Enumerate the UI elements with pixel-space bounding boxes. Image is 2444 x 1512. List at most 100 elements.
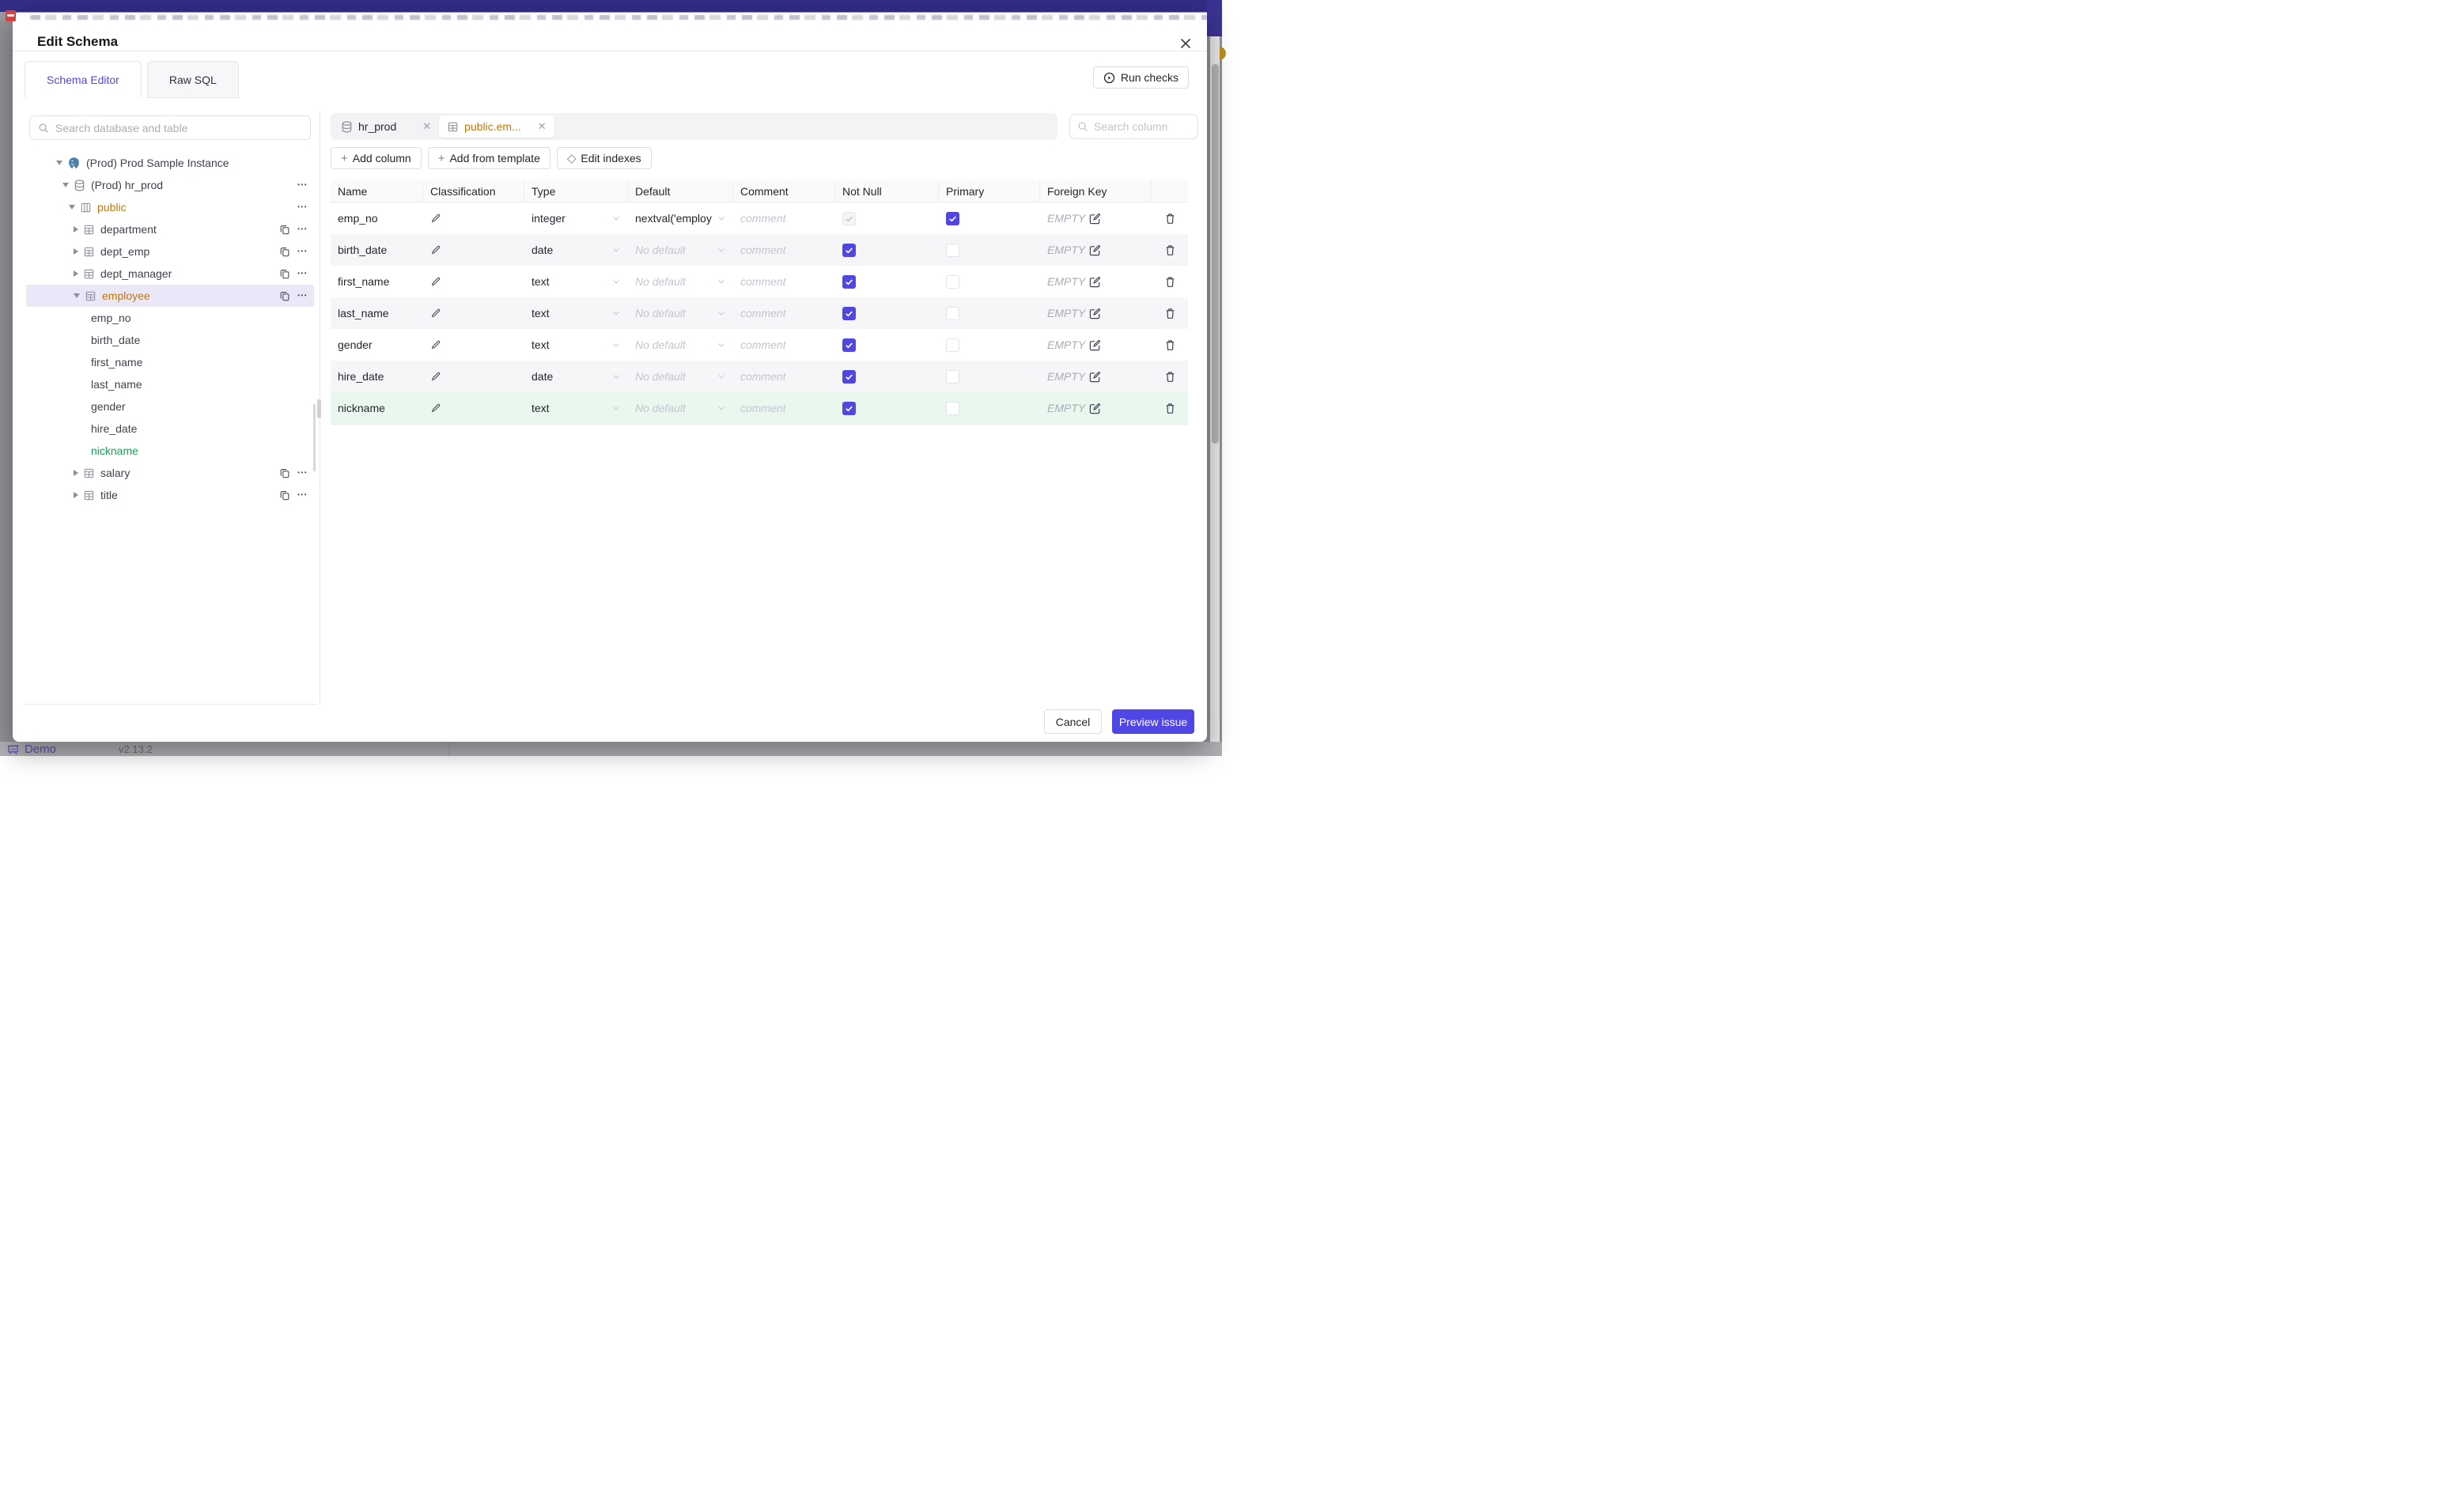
- classification-edit-icon[interactable]: [423, 329, 524, 361]
- type-select[interactable]: text: [524, 329, 628, 361]
- more-actions-icon[interactable]: •••: [297, 248, 308, 255]
- classification-edit-icon[interactable]: [423, 234, 524, 266]
- copy-icon[interactable]: [279, 268, 290, 279]
- edit-foreign-key-icon[interactable]: [1089, 308, 1101, 319]
- comment-field[interactable]: comment: [740, 307, 786, 319]
- column-name-field[interactable]: hire_date: [338, 370, 384, 383]
- scrollbar-thumb[interactable]: [1211, 64, 1219, 444]
- tree-item-salary[interactable]: salary •••: [26, 462, 314, 484]
- tree-item-dept-manager[interactable]: dept_manager •••: [26, 263, 314, 285]
- more-actions-icon[interactable]: •••: [297, 469, 308, 476]
- classification-edit-icon[interactable]: [423, 297, 524, 329]
- default-select[interactable]: nextval('employ: [628, 202, 733, 234]
- default-select[interactable]: No default: [628, 361, 733, 392]
- delete-column-icon[interactable]: [1152, 392, 1188, 424]
- panel-resize-handle[interactable]: [317, 399, 321, 418]
- primary-checkbox[interactable]: [946, 211, 959, 225]
- tree-item-emp-no[interactable]: emp_no: [26, 307, 314, 329]
- column-search-input[interactable]: Search column: [1069, 114, 1198, 139]
- tree-item-public[interactable]: public •••: [26, 196, 314, 218]
- primary-unchecked[interactable]: [946, 306, 959, 320]
- tree-item--prod-prod-sample-instance[interactable]: (Prod) Prod Sample Instance: [26, 152, 314, 174]
- column-name-field[interactable]: gender: [338, 338, 373, 351]
- tab-raw-sql[interactable]: Raw SQL: [146, 61, 239, 98]
- edit-foreign-key-icon[interactable]: [1089, 403, 1101, 414]
- default-select[interactable]: No default: [628, 266, 733, 297]
- more-actions-icon[interactable]: •••: [297, 225, 308, 232]
- tree-item--prod-hr-prod[interactable]: (Prod) hr_prod •••: [26, 174, 314, 196]
- not-null-checkbox[interactable]: [842, 243, 856, 257]
- page-scrollbar[interactable]: [1210, 36, 1220, 742]
- primary-unchecked[interactable]: [946, 274, 959, 289]
- type-select[interactable]: date: [524, 361, 628, 392]
- primary-unchecked[interactable]: [946, 338, 959, 352]
- not-null-checkbox[interactable]: [842, 306, 856, 320]
- more-actions-icon[interactable]: •••: [297, 292, 308, 299]
- type-select[interactable]: date: [524, 234, 628, 266]
- caret-down-icon[interactable]: [62, 183, 69, 187]
- table-tab-public-em-[interactable]: public.em... ✕: [439, 115, 554, 138]
- comment-field[interactable]: comment: [740, 244, 786, 256]
- delete-column-icon[interactable]: [1152, 361, 1188, 392]
- column-name-field[interactable]: emp_no: [338, 212, 378, 225]
- not-null-checkbox[interactable]: [842, 401, 856, 415]
- delete-column-icon[interactable]: [1152, 329, 1188, 361]
- tree-item-nickname[interactable]: nickname: [26, 440, 314, 462]
- delete-column-icon[interactable]: [1152, 234, 1188, 266]
- tree-item-hire-date[interactable]: hire_date: [26, 418, 314, 440]
- caret-right-icon[interactable]: [74, 470, 78, 476]
- more-actions-icon[interactable]: •••: [297, 491, 308, 498]
- tree-scrollbar-thumb[interactable]: [313, 404, 316, 471]
- edit-indexes-button[interactable]: ◇ Edit indexes: [556, 147, 652, 169]
- type-select[interactable]: integer: [524, 202, 628, 234]
- type-select[interactable]: text: [524, 392, 628, 424]
- comment-field[interactable]: comment: [740, 212, 786, 225]
- delete-column-icon[interactable]: [1152, 297, 1188, 329]
- copy-icon[interactable]: [279, 467, 290, 478]
- comment-field[interactable]: comment: [740, 338, 786, 351]
- preview-issue-button[interactable]: Preview issue: [1112, 709, 1194, 734]
- caret-right-icon[interactable]: [74, 226, 78, 232]
- classification-edit-icon[interactable]: [423, 202, 524, 234]
- default-select[interactable]: No default: [628, 297, 733, 329]
- copy-icon[interactable]: [279, 290, 290, 301]
- caret-right-icon[interactable]: [74, 270, 78, 277]
- caret-down-icon[interactable]: [56, 161, 62, 165]
- primary-unchecked[interactable]: [946, 401, 959, 415]
- primary-unchecked[interactable]: [946, 369, 959, 384]
- default-select[interactable]: No default: [628, 234, 733, 266]
- more-actions-icon[interactable]: •••: [297, 270, 308, 277]
- edit-foreign-key-icon[interactable]: [1089, 339, 1101, 351]
- caret-down-icon[interactable]: [69, 205, 75, 210]
- cancel-button[interactable]: Cancel: [1044, 709, 1102, 734]
- close-tab-icon[interactable]: ✕: [422, 120, 432, 132]
- add-column-button[interactable]: + Add column: [331, 147, 422, 169]
- tree-item-dept-emp[interactable]: dept_emp •••: [26, 240, 314, 263]
- tree-item-department[interactable]: department •••: [26, 218, 314, 240]
- tree-item-last-name[interactable]: last_name: [26, 373, 314, 395]
- not-null-checkbox[interactable]: [842, 274, 856, 289]
- delete-column-icon[interactable]: [1152, 202, 1188, 234]
- tree-item-employee[interactable]: employee •••: [26, 285, 314, 307]
- classification-edit-icon[interactable]: [423, 266, 524, 297]
- copy-icon[interactable]: [279, 490, 290, 501]
- table-tab-hr-prod[interactable]: hr_prod ✕: [333, 115, 439, 138]
- column-name-field[interactable]: last_name: [338, 307, 389, 319]
- classification-edit-icon[interactable]: [423, 392, 524, 424]
- database-search-input[interactable]: Search database and table: [29, 115, 311, 140]
- column-name-field[interactable]: first_name: [338, 275, 390, 288]
- edit-foreign-key-icon[interactable]: [1089, 213, 1101, 225]
- add-from-template-button[interactable]: + Add from template: [427, 147, 550, 169]
- column-name-field[interactable]: nickname: [338, 402, 385, 414]
- tree-item-gender[interactable]: gender: [26, 395, 314, 418]
- classification-edit-icon[interactable]: [423, 361, 524, 392]
- type-select[interactable]: text: [524, 266, 628, 297]
- default-select[interactable]: No default: [628, 392, 733, 424]
- caret-down-icon[interactable]: [74, 293, 80, 298]
- copy-icon[interactable]: [279, 246, 290, 257]
- column-name-field[interactable]: birth_date: [338, 244, 388, 256]
- comment-field[interactable]: comment: [740, 402, 786, 414]
- tree-item-birth-date[interactable]: birth_date: [26, 329, 314, 351]
- more-actions-icon[interactable]: •••: [297, 181, 308, 188]
- not-null-checkbox[interactable]: [842, 338, 856, 352]
